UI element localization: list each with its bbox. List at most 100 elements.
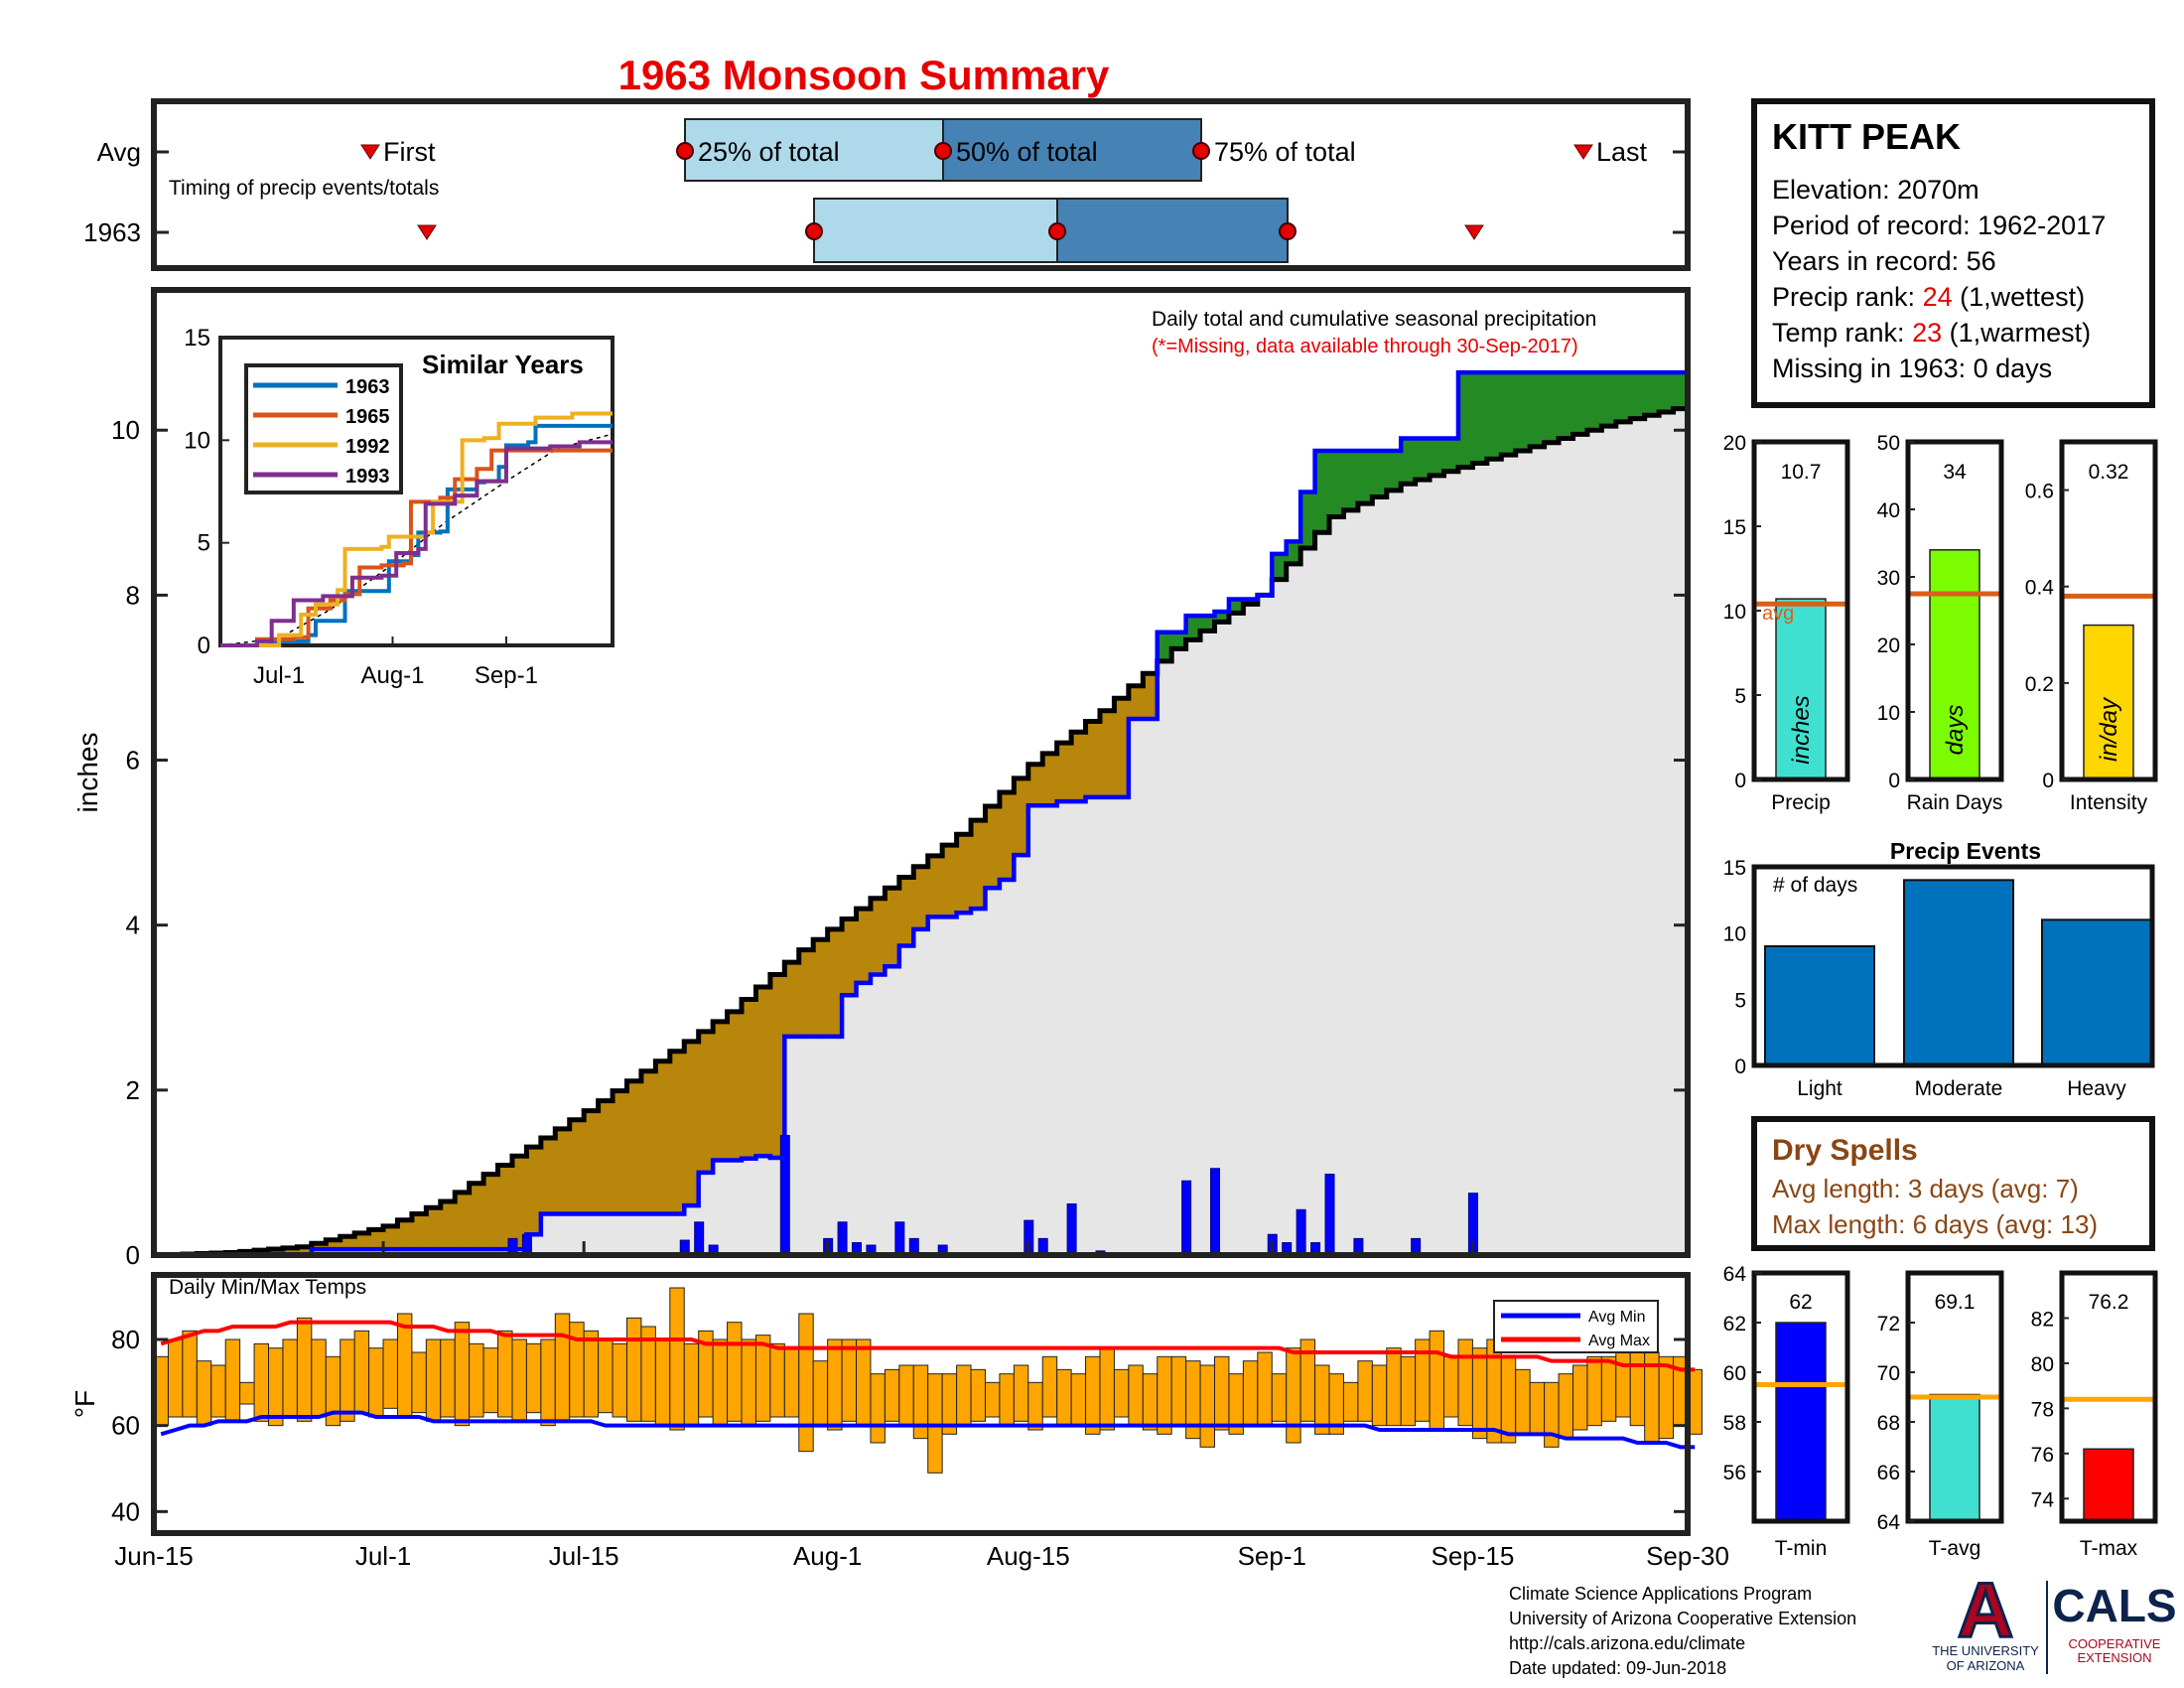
inset-legend-1992: 1992 (345, 436, 390, 458)
summary-panel-frame (2059, 439, 2158, 782)
avg-q50-marker (934, 142, 952, 160)
daily-temp-bar (612, 1342, 627, 1418)
temp-summary-ytick-label: 68 (1877, 1412, 1900, 1435)
year-q50-q75-box (1056, 198, 1289, 263)
daily-temp-bar (469, 1342, 484, 1418)
below-average-fill (626, 1080, 642, 1214)
daily-temp-bar (1271, 1373, 1288, 1422)
below-average-fill (755, 987, 771, 1157)
above-average-fill (1501, 372, 1517, 456)
summary-panel-label: Rain Days (1907, 791, 2003, 814)
daily-temp-bar (1515, 1368, 1531, 1435)
daily-temp-bar (1342, 1381, 1359, 1422)
daily-temp-bar (253, 1342, 270, 1422)
above-average-fill (1673, 372, 1689, 409)
daily-temp-bar (827, 1338, 843, 1431)
daily-temp-bar (1286, 1347, 1301, 1444)
dry-spells-max: Max length: 6 days (avg: 13) (1772, 1209, 2098, 1239)
cals-logo: CALS COOPERATIVE EXTENSION (2052, 1580, 2176, 1665)
below-average-fill (698, 1031, 714, 1173)
below-average-fill (713, 1021, 729, 1161)
precip-events-bar-Light (1764, 945, 1875, 1066)
above-average-fill (1200, 616, 1216, 632)
below-average-fill (870, 898, 887, 975)
inset-legend-1965: 1965 (345, 406, 390, 428)
below-average-fill (354, 1232, 370, 1250)
below-average-fill (842, 918, 858, 996)
temp-summary-ytick-label: 56 (1723, 1462, 1746, 1484)
daily-precip-bar (1296, 1208, 1306, 1256)
summary-ytick-label: 20 (1723, 432, 1746, 455)
daily-temp-bar (1400, 1355, 1417, 1427)
below-average-fill (827, 928, 843, 1037)
temp-summary-ytick-label: 80 (2031, 1353, 2054, 1376)
university-of-arizona-logo: A THE UNIVERSITY OF ARIZONA (1932, 1565, 2039, 1674)
daily-temp-bar (712, 1338, 729, 1427)
below-average-fill (511, 1156, 528, 1250)
below-average-fill (598, 1100, 614, 1214)
below-average-fill (813, 939, 829, 1037)
below-average-fill (999, 791, 1015, 880)
above-average-fill (1515, 372, 1531, 451)
below-average-fill (942, 845, 958, 917)
above-average-fill (1386, 451, 1402, 491)
above-average-fill (1357, 451, 1373, 504)
temp-summary-ytick-label: 82 (2031, 1308, 2054, 1331)
xtick-label: Jul-15 (549, 1541, 619, 1571)
temp-summary-ytick-label: 78 (2031, 1398, 2054, 1421)
daily-temp-bar (884, 1368, 900, 1422)
temps-title: Daily Min/Max Temps (169, 1276, 366, 1299)
avg-max-line (160, 1320, 1696, 1372)
above-average-fill (1644, 372, 1660, 416)
daily-temp-bar (311, 1338, 327, 1418)
summary-ytick-label: 15 (1723, 516, 1746, 539)
below-average-fill (856, 909, 872, 983)
above-average-fill (1572, 372, 1588, 435)
temps-ylabel: °F (69, 1390, 100, 1418)
below-average-fill (311, 1243, 327, 1250)
daily-precip-bar (1210, 1168, 1221, 1256)
daily-temp-bar (654, 1338, 671, 1427)
daily-temp-bar (1013, 1364, 1029, 1422)
station-temp-rank: Temp rank: 23 (1,warmest) (1772, 318, 2091, 348)
daily-temp-bar (1529, 1381, 1546, 1435)
inset-series-1993 (220, 440, 613, 647)
timing-panel: Avg 1963 Timing of precip events/totals … (83, 98, 1691, 271)
daily-temp-bar (798, 1313, 814, 1453)
daily-temp-bar (210, 1364, 226, 1418)
daily-temp-bar (1214, 1355, 1230, 1431)
inset-xtick-label: Sep-1 (475, 662, 538, 689)
below-average-fill (469, 1183, 484, 1250)
daily-temp-bar (812, 1360, 829, 1427)
daily-temp-bar (1586, 1355, 1602, 1427)
year-last-marker (1464, 224, 1484, 240)
above-average-fill (1401, 438, 1417, 485)
main-missing-note: (*=Missing, data available through 30-Se… (1152, 336, 1578, 357)
daily-temp-bar (540, 1338, 556, 1427)
inset-legend-1993: 1993 (345, 466, 390, 488)
above-average-fill (1559, 372, 1574, 439)
summary-unit-label: inches (1788, 695, 1815, 764)
above-average-fill (1630, 372, 1646, 419)
inset-legend-1963: 1963 (345, 376, 390, 398)
daily-temp-bar (296, 1317, 313, 1422)
above-average-fill (1171, 632, 1187, 649)
temp-summary-ytick-label: 72 (1877, 1313, 1900, 1336)
summary-ytick-label: 50 (1877, 432, 1900, 455)
inset-xtick-label: Aug-1 (360, 662, 424, 689)
cals-logo-line1: COOPERATIVE (2069, 1636, 2161, 1651)
xtick-label: Jun-15 (114, 1541, 194, 1571)
precip-events-xlabel: Moderate (1915, 1077, 2003, 1100)
temp-summary-value-label: 69.1 (1935, 1291, 1976, 1314)
last-label: Last (1596, 137, 1648, 167)
above-average-fill (1228, 599, 1244, 614)
daily-temp-bar (841, 1338, 858, 1422)
precip-events-chart: Precip Events Light Moderate Heavy 0 5 10 15 #… (1723, 838, 2155, 1100)
precip-events-ytick-label: 0 (1734, 1055, 1746, 1078)
daily-temp-bar (741, 1338, 756, 1427)
summary-panel-label: Intensity (2070, 791, 2148, 814)
below-average-fill (640, 1070, 656, 1214)
temp-panel-frame (1751, 1270, 1850, 1524)
below-average-fill (297, 1246, 313, 1255)
